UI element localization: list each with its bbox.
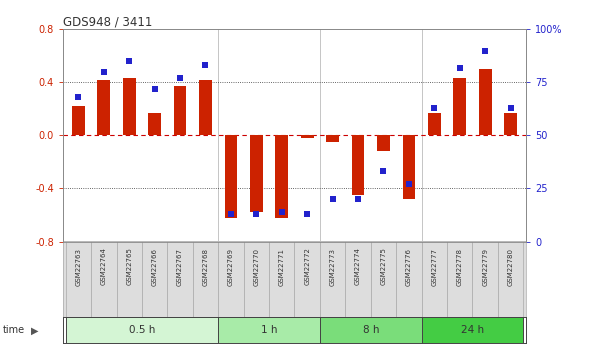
Bar xyxy=(174,86,186,135)
Bar xyxy=(320,241,346,317)
Bar xyxy=(269,241,294,317)
Bar xyxy=(243,241,269,317)
Bar xyxy=(447,241,472,317)
Bar xyxy=(142,241,167,317)
Bar xyxy=(301,135,314,138)
Text: GSM22768: GSM22768 xyxy=(203,248,209,286)
Point xyxy=(480,48,490,53)
Bar xyxy=(117,241,142,317)
Point xyxy=(506,105,516,111)
Bar xyxy=(371,241,396,317)
Text: GSM22769: GSM22769 xyxy=(228,248,234,286)
Text: GSM22780: GSM22780 xyxy=(508,248,514,286)
Point xyxy=(302,211,312,217)
Bar xyxy=(346,241,371,317)
Bar xyxy=(148,113,161,135)
Bar xyxy=(218,241,243,317)
Bar xyxy=(422,317,523,343)
Bar xyxy=(225,135,237,218)
Point xyxy=(404,181,413,187)
Text: GSM22777: GSM22777 xyxy=(432,248,438,286)
Point xyxy=(328,196,337,202)
Text: GSM22775: GSM22775 xyxy=(380,248,386,285)
Point xyxy=(226,211,236,217)
Bar xyxy=(66,317,218,343)
Text: ▶: ▶ xyxy=(31,325,38,335)
Bar xyxy=(422,241,447,317)
Point xyxy=(252,211,261,217)
Bar xyxy=(167,241,193,317)
Text: GDS948 / 3411: GDS948 / 3411 xyxy=(63,15,153,28)
Bar xyxy=(498,241,523,317)
Point xyxy=(455,65,465,70)
Bar xyxy=(479,69,492,135)
Text: GSM22771: GSM22771 xyxy=(279,248,285,286)
Bar xyxy=(97,80,110,135)
Point xyxy=(73,95,83,100)
Point xyxy=(430,105,439,111)
Text: GSM22772: GSM22772 xyxy=(304,248,310,285)
Bar xyxy=(123,78,136,135)
Bar xyxy=(472,241,498,317)
Bar xyxy=(72,106,85,135)
Text: GSM22765: GSM22765 xyxy=(126,248,132,285)
Text: GSM22767: GSM22767 xyxy=(177,248,183,286)
Bar xyxy=(352,135,364,195)
Text: GSM22770: GSM22770 xyxy=(254,248,260,286)
Point xyxy=(99,69,109,75)
Bar xyxy=(199,80,212,135)
Text: 1 h: 1 h xyxy=(261,325,277,335)
Bar xyxy=(320,317,422,343)
Point xyxy=(277,209,287,215)
Text: GSM22766: GSM22766 xyxy=(151,248,157,286)
Text: 0.5 h: 0.5 h xyxy=(129,325,155,335)
Point xyxy=(150,86,159,91)
Bar xyxy=(428,113,441,135)
Bar xyxy=(193,241,218,317)
Text: GSM22778: GSM22778 xyxy=(457,248,463,286)
Text: GSM22779: GSM22779 xyxy=(482,248,488,286)
Bar xyxy=(396,241,422,317)
Bar xyxy=(66,241,91,317)
Point xyxy=(379,169,388,174)
Bar xyxy=(453,78,466,135)
Text: 24 h: 24 h xyxy=(461,325,484,335)
Text: time: time xyxy=(3,325,25,335)
Bar xyxy=(294,241,320,317)
Text: GSM22764: GSM22764 xyxy=(101,248,107,285)
Text: GSM22773: GSM22773 xyxy=(329,248,335,286)
Point xyxy=(124,58,134,64)
Text: GSM22776: GSM22776 xyxy=(406,248,412,286)
Text: 8 h: 8 h xyxy=(362,325,379,335)
Point xyxy=(201,63,210,68)
Bar xyxy=(403,135,415,199)
Bar xyxy=(504,113,517,135)
Bar xyxy=(91,241,117,317)
Bar xyxy=(326,135,339,142)
Point xyxy=(175,75,185,81)
Bar xyxy=(218,317,320,343)
Text: GSM22774: GSM22774 xyxy=(355,248,361,285)
Bar xyxy=(275,135,288,218)
Text: GSM22763: GSM22763 xyxy=(75,248,81,286)
Bar xyxy=(377,135,390,151)
Bar xyxy=(250,135,263,212)
Point xyxy=(353,196,363,202)
